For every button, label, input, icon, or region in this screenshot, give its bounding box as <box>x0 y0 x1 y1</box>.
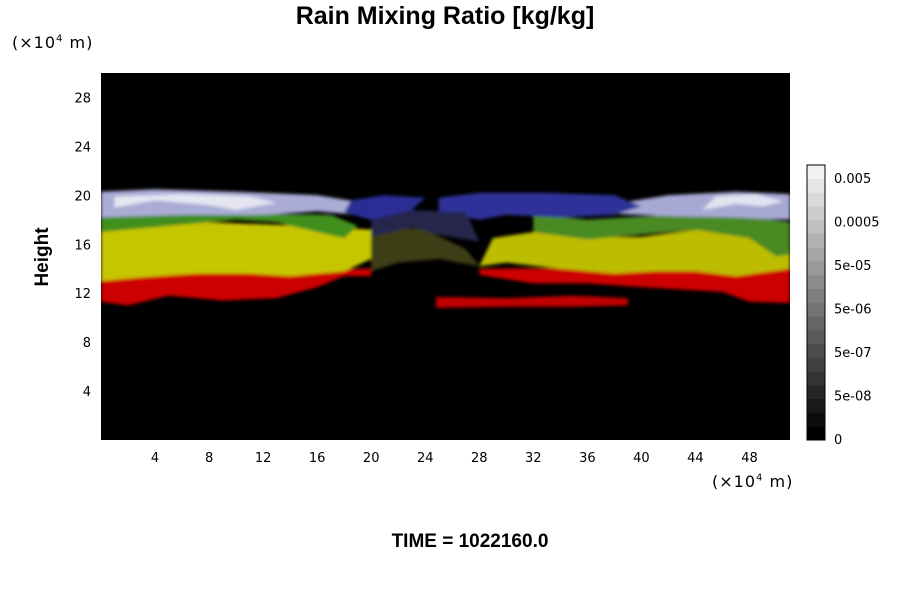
colorbar-swatch <box>807 302 825 317</box>
colorbar-swatch <box>807 316 825 331</box>
colorbar-tick-label: 5e-08 <box>834 390 872 405</box>
x-tick-label: 40 <box>633 451 650 466</box>
colorbar-swatch <box>807 412 825 427</box>
colorbar-swatch <box>807 288 825 303</box>
field-region-green-layer <box>533 213 790 257</box>
x-tick-label: 44 <box>687 451 704 466</box>
field-region-dark-purple-layer <box>371 210 480 242</box>
field-region-red-layer <box>479 266 790 303</box>
x-unit-tail: m) <box>763 472 794 491</box>
colorbar-swatch <box>807 233 825 248</box>
field-region-white-crest <box>702 194 784 210</box>
colorbar-swatch <box>807 178 825 193</box>
x-tick-label: 16 <box>309 451 326 466</box>
x-tick-label: 32 <box>525 451 542 466</box>
colorbar-swatch <box>807 220 825 235</box>
x-unit-exponent: 4 <box>756 472 764 484</box>
colorbar-swatch <box>807 398 825 413</box>
colorbar-tick-label: 0 <box>834 433 842 448</box>
colorbar-tick-label: 5e-05 <box>834 259 872 274</box>
y-axis-unit: (×104 m) <box>12 33 93 52</box>
x-tick-label: 12 <box>255 451 272 466</box>
x-tick-label: 36 <box>579 451 596 466</box>
colorbar-swatch <box>807 343 825 358</box>
x-tick-label: 48 <box>741 451 758 466</box>
colorbar-tick-label: 0.005 <box>834 172 871 187</box>
y-tick-label: 24 <box>74 140 91 155</box>
y-tick-label: 8 <box>83 336 91 351</box>
time-label: TIME = 1022160.0 <box>391 531 549 552</box>
colorbar-tick-label: 5e-07 <box>834 346 872 361</box>
colorbar-swatch <box>807 261 825 276</box>
x-tick-label: 28 <box>471 451 488 466</box>
colorbar-tick-label: 5e-06 <box>834 303 872 318</box>
y-tick-label: 12 <box>74 287 91 302</box>
y-tick-label: 28 <box>74 91 91 106</box>
colorbar-swatch <box>807 206 825 221</box>
y-tick-label: 4 <box>83 385 91 400</box>
field-region-white-crest <box>114 194 277 210</box>
chart-title: Rain Mixing Ratio [kg/kg] <box>295 2 595 30</box>
x-tick-label: 24 <box>417 451 434 466</box>
field-region-green-layer <box>101 213 358 239</box>
colorbar-tick-label: 0.0005 <box>834 216 880 231</box>
field-region-yellow-layer <box>479 224 790 277</box>
field-region-red-streak <box>436 295 628 308</box>
x-axis-unit: (×104 m) <box>712 472 793 491</box>
field-region-red-layer <box>101 268 372 306</box>
x-tick-label: 20 <box>363 451 380 466</box>
field-region-blue-layer <box>344 195 426 220</box>
y-unit-base: (×10 <box>12 33 57 52</box>
colorbar-swatch <box>807 385 825 400</box>
y-tick-label: 16 <box>74 238 91 253</box>
y-unit-exponent: 4 <box>56 33 64 45</box>
colorbar-swatch <box>807 275 825 290</box>
field-region-dark-olive-layer <box>371 227 480 272</box>
colorbar-swatch <box>807 330 825 345</box>
y-unit-tail: m) <box>63 33 94 52</box>
x-unit-base: (×10 <box>712 472 757 491</box>
y-tick-label: 20 <box>74 189 91 204</box>
colorbar-swatch <box>807 165 825 180</box>
colorbar-swatch <box>807 192 825 207</box>
x-tick-label: 4 <box>151 451 159 466</box>
colorbar-swatch <box>807 371 825 386</box>
colorbar-frame <box>806 164 826 441</box>
colorbar-swatch <box>807 357 825 372</box>
field-region-blue-layer <box>438 192 642 220</box>
field-region-yellow-layer <box>101 222 372 281</box>
colorbar-swatch <box>807 247 825 262</box>
colorbar-swatch <box>807 426 825 441</box>
x-tick-label: 8 <box>205 451 213 466</box>
